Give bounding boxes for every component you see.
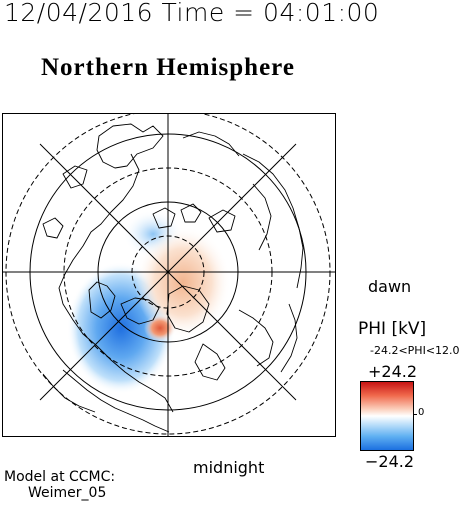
dawn-label: dawn [368,277,412,296]
colorbar-title: PHI [kV] [358,319,427,339]
colorbar-zero-label: 0 [418,407,425,418]
meridian-lines [3,114,335,436]
midnight-label: midnight [193,458,265,477]
colorbar-min-label: −24.2 [365,452,415,471]
model-credit-line2: Weimer_05 [28,485,107,501]
polar-map [2,113,336,437]
colorbar-zero-tick [413,414,417,415]
positive-peak [144,314,176,342]
hemisphere-title: Northern Hemisphere [41,54,295,81]
model-credit-line1: Model at CCMC: [4,469,116,485]
colorbar-max-label: +24.2 [368,362,418,381]
colorbar-range: -24.2<PHI<12.0 [370,344,460,357]
coastlines [42,123,304,433]
potential-pattern [67,210,231,394]
polar-map-canvas [3,114,335,436]
timestamp-title: 12/04/2016 Time = 04:01:00 [4,0,380,27]
colorbar [360,381,414,451]
